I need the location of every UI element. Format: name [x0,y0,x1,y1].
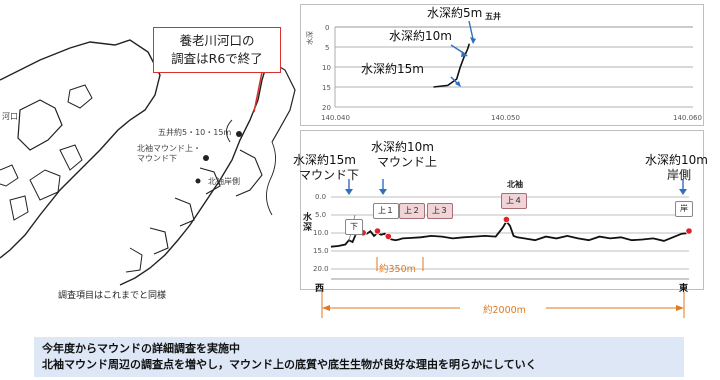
span-2000m-label: 約2000m [483,305,526,316]
goi-ytick-4: 20 [322,104,331,112]
kitasode-ann-10m-2: マウンド上 [377,155,438,169]
goi-ytick-0: 0 [325,24,330,32]
point-tag-ue4: 上４ [501,193,527,209]
goi-xtick-0: 140.040 [321,114,350,122]
goi-xtick-1: 140.050 [491,114,520,122]
river-mouth-label: 河口 [2,112,18,121]
goi-ytick-1: 5 [325,44,330,52]
goi-ylabel: 水深 [306,31,314,45]
kitasode-mound-label-2: マウンド下 [137,154,177,163]
kitasode-mound-label-1: 北袖マウンド上・ [137,144,201,153]
kitasode-ylabel-1: 水 [303,213,313,223]
kitasode-ylabel-2: 深 [303,223,313,233]
goi-title: 五井 [485,12,501,21]
point-tag-ue1: 上１ [373,203,399,219]
kitasode-ytick-2: 10.0 [313,229,329,237]
goi-xtick-2: 140.060 [673,114,702,122]
map-caption: 調査項目はこれまでと同様 [58,291,167,301]
point-tag-shita: 下 [345,219,363,235]
goi-ann-5m: 水深約5m [427,6,483,20]
survey-point-ue4 [502,215,510,224]
kitasode-shore-marker [195,178,201,184]
span-2000m-arrow [321,292,685,318]
kitasode-ytick-0: 0.0 [315,193,327,201]
kitasode-depth-chart: 水 深 0.0 5.0 10.0 15.0 20.0 西 東 北袖 水深約15m… [293,130,708,294]
goi-ytick-3: 15 [322,84,331,92]
kitasode-depth-line [330,219,690,248]
banner-line-2: 北袖マウンド周辺の調査点を増やし，マウンド上の底質や底生生物が良好な理由を明らか… [42,358,537,371]
kitasode-ann-15m-1: 水深約15m [293,153,356,167]
survey-point-ue2 [373,227,382,235]
kitasode-shore-label: 北袖岸側 [208,177,240,186]
survey-point-ue3 [384,232,392,241]
survey-map: 養老川河口の 調査はR6で終了 河口 五井約5・10・15m 北袖マウンド上・ … [0,0,300,301]
kitasode-mound-marker [203,155,209,161]
kitasode-ann-10m-1: 水深約10m [371,140,434,154]
point-tag-ue2: 上２ [399,203,425,219]
goi-point-marker [236,131,242,137]
goi-ann-15m: 水深約15m [361,62,424,76]
goi-depth-chart: 水深 0 5 10 15 20 140.040 140.050 140.060 … [300,4,704,126]
kitasode-east-label: 東 [679,284,689,294]
callout-line-1: 養老川河口の [179,33,255,48]
goi-points-label: 五井約5・10・15m [158,128,232,137]
banner-line-1: 今年度からマウンドの詳細調査を実施中 [42,342,240,355]
span-350m-label: 約350m [379,264,416,275]
goi-chart-svg [334,20,693,108]
kitasode-ann-15m-2: マウンド下 [299,168,360,182]
kitasode-ytick-1: 5.0 [315,211,327,219]
survey-point-kishi [685,227,693,235]
kitasode-ann-shore-1: 水深約10m [645,153,708,167]
goi-depth-line [433,43,471,88]
kitasode-ytick-4: 20.0 [313,265,329,273]
goi-ann-10m: 水深約10m [389,29,452,43]
kitasode-ann-shore-2: 岸側 [667,168,692,182]
kitasode-ytick-3: 15.0 [313,247,329,255]
kitasode-title: 北袖 [507,180,523,189]
point-tag-kishi: 岸 [675,201,693,217]
point-tag-ue3: 上３ [427,203,453,219]
kitasode-west-label: 西 [315,284,325,294]
callout-line-2: 調査はR6で終了 [171,51,263,66]
goi-ytick-2: 10 [322,64,331,72]
survey-end-callout: 養老川河口の 調査はR6で終了 [153,27,281,73]
summary-banner: 今年度からマウンドの詳細調査を実施中 北袖マウンド周辺の調査点を増やし，マウンド… [34,337,684,377]
coastline-map [0,39,296,286]
